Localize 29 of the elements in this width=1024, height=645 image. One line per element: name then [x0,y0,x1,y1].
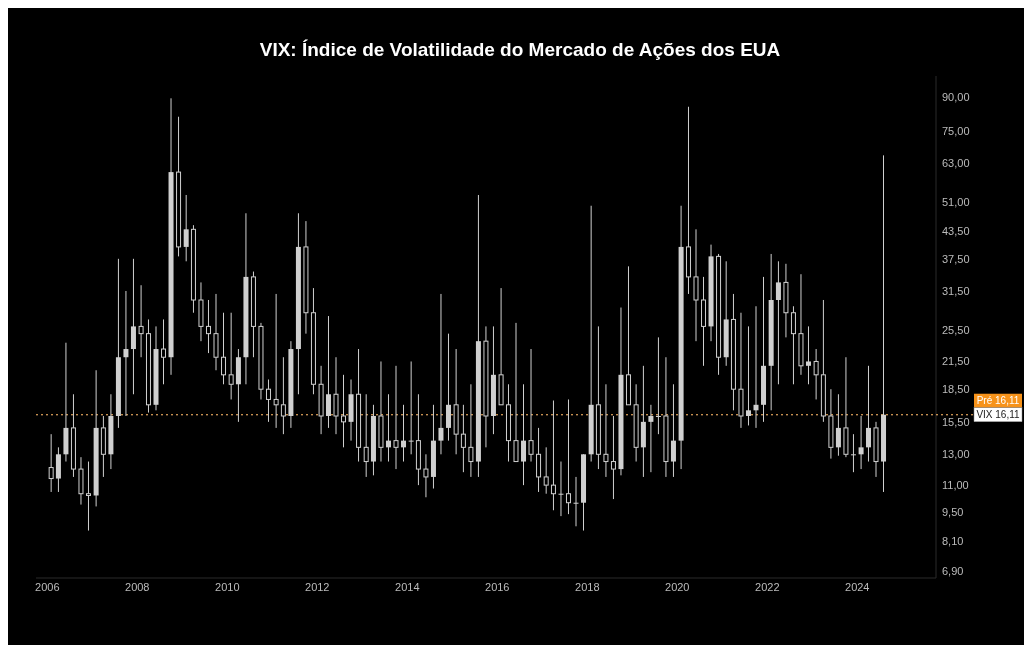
y-tick-label: 90,00 [942,91,970,104]
y-tick-label: 31,50 [942,284,970,297]
y-tick-label: 6,90 [942,565,964,578]
x-tick-label: 2014 [395,581,420,593]
y-tick-label: 11,00 [942,478,969,491]
x-tick-label: 2018 [575,581,600,593]
y-tick-label: 51,00 [942,195,970,208]
x-tick-label: 2012 [305,581,330,593]
y-tick-label: 15,50 [942,415,970,428]
y-tick-label: 43,50 [942,225,970,238]
y-tick-label: 13,00 [942,448,970,461]
ref-line-label: Pré 16,11 [976,395,1020,407]
y-tick-label: 37,50 [942,252,970,265]
y-tick-label: 18,50 [942,383,970,396]
y-tick-label: 8,10 [942,535,964,548]
x-tick-label: 2010 [215,581,240,593]
x-tick-label: 2024 [845,581,870,593]
y-tick-label: 25,50 [942,323,970,336]
y-tick-label: 9,50 [942,506,964,519]
ref-line-label: VIX 16,11 [976,409,1021,421]
x-tick-label: 2020 [665,581,690,593]
chart-title: VIX: Índice de Volatilidade do Mercado de Ações dos EUA [259,39,781,60]
x-tick-label: 2008 [125,581,150,593]
y-tick-label: 21,50 [942,355,970,368]
x-tick-label: 2022 [755,581,780,593]
x-tick-label: 2006 [35,581,60,593]
y-tick-label: 75,00 [942,124,970,137]
x-tick-label: 2016 [485,581,510,593]
y-tick-label: 63,00 [942,156,970,169]
